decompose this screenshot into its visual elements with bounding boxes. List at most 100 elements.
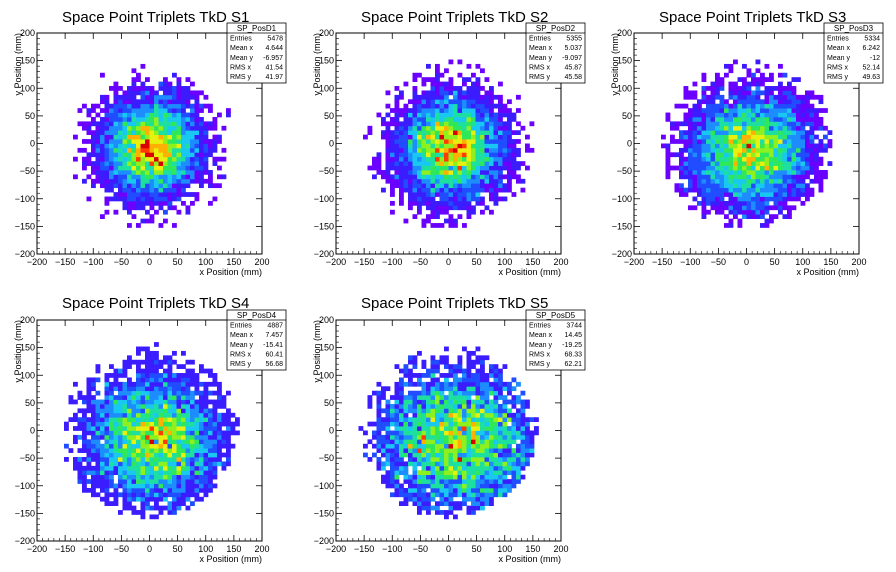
histogram-bin xyxy=(403,147,409,153)
histogram-bin xyxy=(113,373,119,378)
histogram-bin xyxy=(127,223,132,228)
histogram-bin xyxy=(466,200,472,206)
histogram-bin xyxy=(733,209,738,215)
histogram-bin xyxy=(444,165,449,171)
histogram-bin xyxy=(426,505,431,511)
histogram-bin xyxy=(82,395,87,400)
histogram-bin xyxy=(827,161,833,166)
histogram-bin xyxy=(462,156,467,162)
histogram-bin xyxy=(127,139,132,144)
histogram-bin xyxy=(163,403,168,409)
histogram-bin xyxy=(190,161,195,166)
histogram-bin xyxy=(403,470,409,476)
histogram-bin xyxy=(149,86,155,91)
y-tick-label: 50 xyxy=(622,111,632,121)
histogram-bin xyxy=(453,152,458,158)
histogram-bin xyxy=(100,72,105,78)
histogram-bin xyxy=(421,130,427,136)
histogram-bin xyxy=(448,510,454,515)
histogram-bin xyxy=(502,483,508,489)
histogram-bin xyxy=(212,147,218,153)
histogram-bin xyxy=(136,368,141,374)
histogram-bin xyxy=(457,108,463,113)
histogram-bin xyxy=(149,492,155,498)
histogram-bin xyxy=(82,487,87,493)
histogram-bin xyxy=(742,178,747,184)
histogram-bin xyxy=(480,474,485,480)
histogram-bin xyxy=(208,457,213,462)
histogram-bin xyxy=(484,461,490,467)
histogram-bin xyxy=(439,72,445,78)
histogram-bin xyxy=(471,390,476,396)
histogram-bin xyxy=(417,152,422,158)
histogram-bin xyxy=(86,377,92,383)
histogram-bin xyxy=(426,430,431,436)
histogram-bin xyxy=(104,386,110,392)
histogram-bin xyxy=(692,125,698,131)
histogram-bin xyxy=(746,196,752,202)
histogram-bin xyxy=(399,417,404,423)
histogram-bin xyxy=(435,408,440,414)
histogram-bin xyxy=(448,183,454,189)
histogram-bin xyxy=(127,421,132,427)
histogram-bin xyxy=(480,452,485,458)
histogram-bin xyxy=(408,483,413,489)
histogram-bin xyxy=(95,412,101,418)
histogram-bin xyxy=(172,94,177,100)
histogram-bin xyxy=(390,483,395,489)
histogram-bin xyxy=(480,121,485,127)
histogram-bin xyxy=(408,399,413,405)
histogram-bin xyxy=(127,134,132,140)
histogram-bin xyxy=(91,479,96,484)
histogram-bin xyxy=(818,147,824,153)
histogram-bin xyxy=(158,161,164,166)
histogram-bin xyxy=(127,200,132,206)
histogram-bin xyxy=(769,196,774,202)
histogram-bin xyxy=(394,139,400,144)
histogram-bin xyxy=(511,112,517,118)
histogram-bin xyxy=(430,183,436,189)
histogram-bin xyxy=(109,403,114,409)
histogram-bin xyxy=(104,196,110,202)
histogram-bin xyxy=(104,187,110,193)
histogram-bin xyxy=(489,412,494,418)
histogram-bin xyxy=(818,121,824,127)
histogram-bin xyxy=(484,465,490,471)
histogram-bin xyxy=(742,86,747,91)
histogram-bin xyxy=(489,121,494,127)
histogram-bin xyxy=(109,170,114,175)
histogram-bin xyxy=(697,183,702,189)
histogram-bin xyxy=(782,183,788,189)
histogram-bin xyxy=(118,434,123,440)
histogram-bin xyxy=(122,421,128,427)
histogram-bin xyxy=(701,152,707,158)
histogram-bin xyxy=(158,139,164,144)
histogram-bin xyxy=(208,483,213,489)
histogram-bin xyxy=(480,156,485,162)
histogram-bin xyxy=(457,90,463,96)
histogram-bin xyxy=(127,412,132,418)
histogram-bin xyxy=(376,434,382,440)
histogram-bin xyxy=(163,483,168,489)
histogram-bin xyxy=(131,479,137,484)
histogram-bin xyxy=(403,465,409,471)
histogram-bin xyxy=(394,165,400,171)
histogram-bin xyxy=(737,99,743,105)
histogram-bin xyxy=(167,359,173,365)
histogram-bin xyxy=(140,346,146,352)
histogram-bin xyxy=(403,103,409,109)
histogram-bin xyxy=(516,139,521,144)
histogram-bin xyxy=(453,161,458,166)
histogram-bin xyxy=(176,116,182,122)
histogram-bin xyxy=(118,465,123,471)
histogram-bin xyxy=(435,94,440,100)
histogram-bin xyxy=(764,183,770,189)
histogram-bin xyxy=(208,487,213,493)
histogram-bin xyxy=(118,116,123,122)
histogram-bin xyxy=(158,121,164,127)
histogram-bin xyxy=(493,461,499,467)
histogram-bin xyxy=(217,156,222,162)
histogram-bin xyxy=(208,434,213,440)
histogram-bin xyxy=(140,443,146,449)
histogram-bin xyxy=(136,434,141,440)
